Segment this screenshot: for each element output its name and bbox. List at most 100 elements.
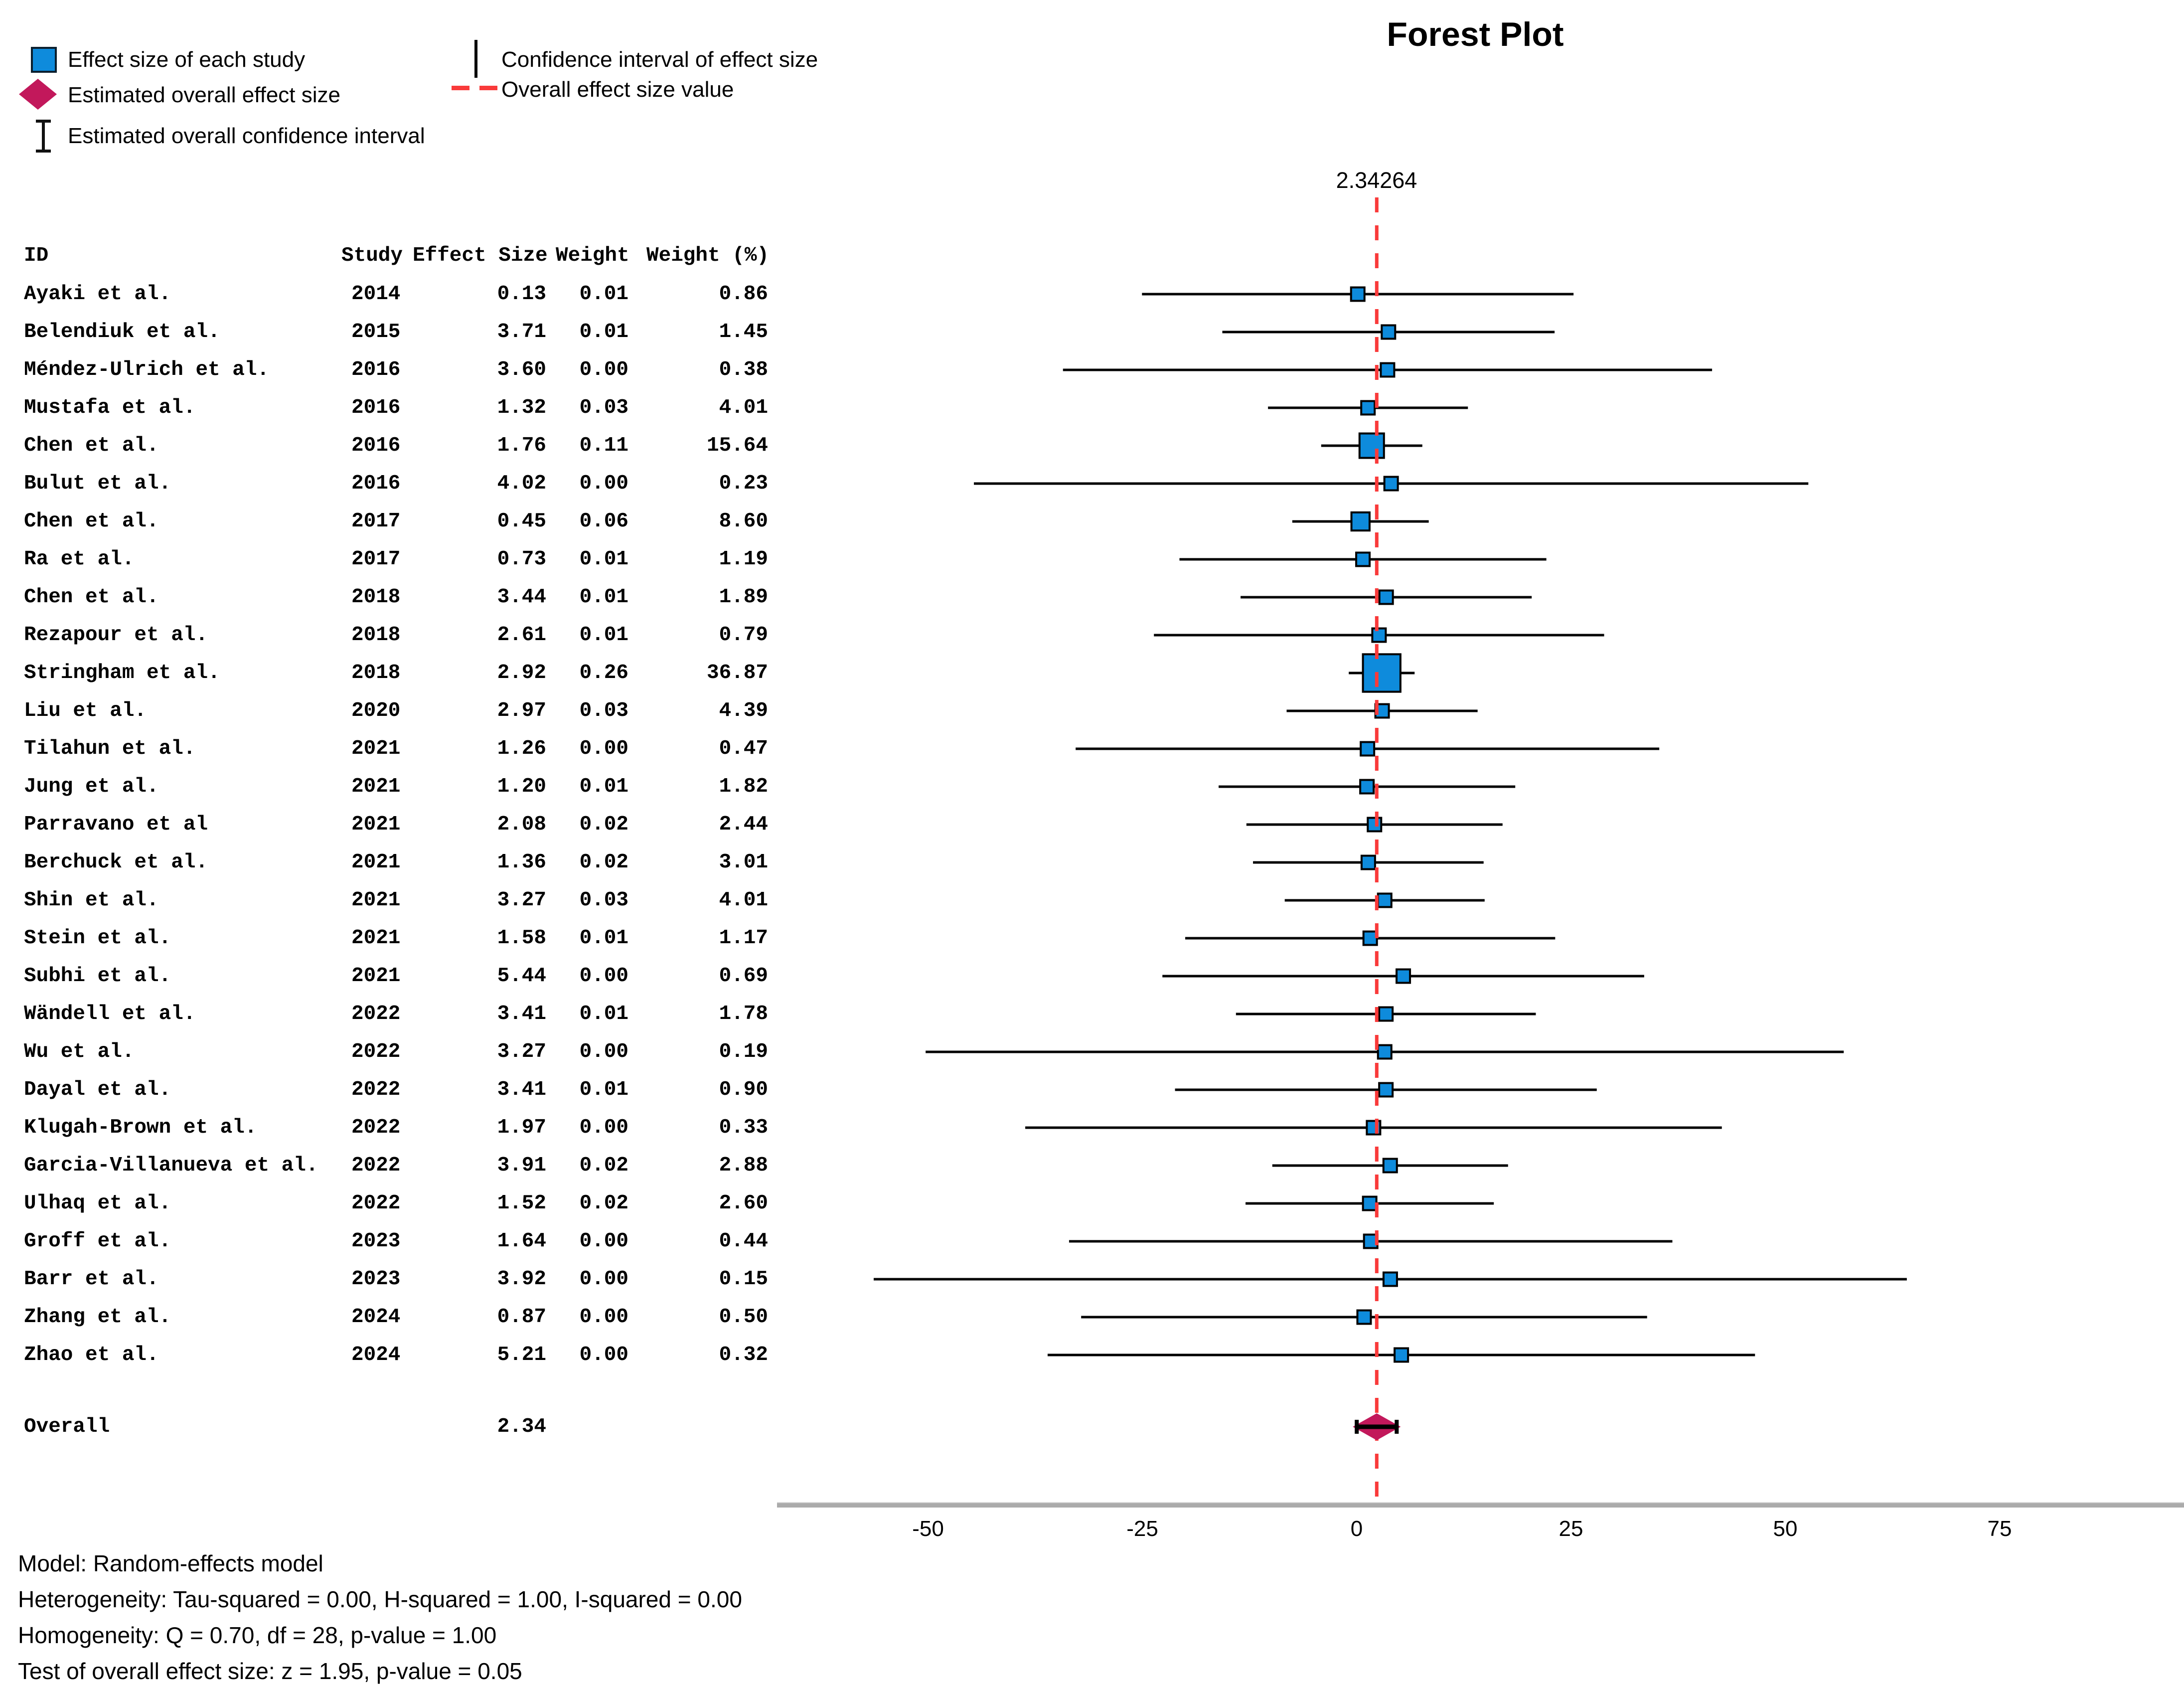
x-axis-tick-label: 25	[1559, 1517, 1583, 1541]
overall-effect-diamond-icon	[19, 79, 57, 110]
effect-size-cell: 3.91	[497, 1154, 546, 1177]
study-marker	[1382, 1158, 1398, 1174]
weight-cell: 0.00	[579, 1306, 628, 1329]
study-id-cell: Méndez-Ulrich et al.	[24, 358, 270, 381]
overall-ci-error-bar-icon	[36, 120, 51, 153]
study-year-cell: 2022	[351, 1078, 401, 1101]
study-id-cell: Klugah-Brown et al.	[24, 1116, 257, 1139]
weight-pct-cell: 0.23	[719, 472, 768, 495]
weight-cell: 0.11	[579, 434, 628, 457]
weight-pct-cell: 1.89	[719, 586, 768, 609]
weight-pct-cell: 1.17	[719, 927, 768, 950]
study-marker	[1377, 892, 1393, 908]
effect-size-cell: 1.36	[497, 851, 546, 874]
study-year-cell: 2022	[351, 1192, 401, 1215]
page-title: Forest Plot	[1387, 15, 1564, 53]
effect-size-cell: 3.27	[497, 1040, 546, 1063]
study-marker	[1378, 1006, 1394, 1022]
study-id-cell: Ayaki et al.	[24, 283, 171, 306]
effect-size-cell: 3.60	[497, 358, 546, 381]
overall-test-line: Test of overall effect size: z = 1.95, p…	[18, 1658, 522, 1684]
weight-pct-cell: 15.64	[706, 434, 768, 457]
col-header-weight: Weight	[556, 244, 629, 267]
x-axis-line	[777, 1502, 2184, 1503]
study-id-cell: Stein et al.	[24, 927, 171, 950]
effect-size-cell: 2.92	[497, 662, 546, 684]
study-id-cell: Mustafa et al.	[24, 396, 196, 419]
study-year-cell: 2021	[351, 965, 401, 988]
study-year-cell: 2024	[351, 1306, 401, 1329]
study-id-cell: Subhi et al.	[24, 965, 171, 988]
study-marker	[1350, 286, 1366, 302]
effect-size-cell: 0.45	[497, 510, 546, 533]
study-year-cell: 2023	[351, 1230, 401, 1253]
weight-pct-cell: 1.82	[719, 775, 768, 798]
study-marker	[1362, 653, 1402, 693]
study-year-cell: 2014	[351, 283, 401, 306]
effect-size-cell: 0.73	[497, 548, 546, 571]
study-marker	[1360, 400, 1376, 416]
effect-size-cell: 1.32	[497, 396, 546, 419]
study-id-cell: Liu et al.	[24, 699, 147, 722]
study-marker	[1355, 551, 1371, 567]
study-year-cell: 2020	[351, 699, 401, 722]
study-marker	[1378, 589, 1394, 605]
study-marker	[1396, 968, 1411, 984]
study-year-cell: 2018	[351, 662, 401, 684]
study-year-cell: 2015	[351, 321, 401, 343]
study-id-cell: Groff et al.	[24, 1230, 171, 1253]
study-id-cell: Bulut et al.	[24, 472, 171, 495]
study-year-cell: 2016	[351, 396, 401, 419]
study-year-cell: 2021	[351, 813, 401, 836]
effect-size-cell: 0.87	[497, 1306, 546, 1329]
col-header-effect-size: Effect Size	[413, 244, 548, 267]
effect-size-cell: 5.44	[497, 965, 546, 988]
col-header-study: Study	[341, 244, 403, 267]
study-year-cell: 2021	[351, 737, 401, 760]
study-marker	[1383, 476, 1399, 492]
study-year-cell: 2021	[351, 889, 401, 912]
dashed-line-icon	[452, 86, 497, 90]
weight-pct-cell: 0.15	[719, 1268, 768, 1291]
effect-size-cell: 1.64	[497, 1230, 546, 1253]
study-marker	[1381, 324, 1397, 340]
weight-cell: 0.01	[579, 548, 628, 571]
legend-label-overall-effect: Estimated overall effect size	[68, 83, 340, 107]
study-id-cell: Jung et al.	[24, 775, 159, 798]
study-id-cell: Tilahun et al.	[24, 737, 196, 760]
weight-cell: 0.01	[579, 1003, 628, 1025]
effect-size-cell: 0.13	[497, 283, 546, 306]
weight-pct-cell: 1.78	[719, 1003, 768, 1025]
weight-cell: 0.02	[579, 1192, 628, 1215]
study-marker	[1382, 1271, 1398, 1287]
study-year-cell: 2018	[351, 624, 401, 647]
weight-cell: 0.01	[579, 775, 628, 798]
study-marker	[1380, 362, 1396, 378]
study-year-cell: 2023	[351, 1268, 401, 1291]
weight-cell: 0.00	[579, 1230, 628, 1253]
study-year-cell: 2024	[351, 1344, 401, 1366]
x-axis-tick-label: -25	[1126, 1517, 1158, 1541]
x-axis-tick-label: 75	[1987, 1517, 2012, 1541]
study-marker	[1359, 779, 1375, 795]
heterogeneity-line: Heterogeneity: Tau-squared = 0.00, H-squ…	[18, 1586, 742, 1612]
legend-label-ci-line: Confidence interval of effect size	[501, 47, 818, 72]
overall-row-effect: 2.34	[497, 1415, 546, 1438]
overall-line-label: 2.34264	[1336, 168, 1417, 193]
effect-size-cell: 2.97	[497, 699, 546, 722]
weight-pct-cell: 2.44	[719, 813, 768, 836]
study-year-cell: 2017	[351, 548, 401, 571]
weight-cell: 0.03	[579, 699, 628, 722]
weight-cell: 0.01	[579, 624, 628, 647]
study-id-cell: Zhang et al.	[24, 1306, 171, 1329]
weight-cell: 0.00	[579, 1116, 628, 1139]
study-id-cell: Zhao et al.	[24, 1344, 159, 1366]
study-id-cell: Rezapour et al.	[24, 624, 208, 647]
weight-cell: 0.03	[579, 889, 628, 912]
weight-cell: 0.01	[579, 321, 628, 343]
study-year-cell: 2022	[351, 1154, 401, 1177]
weight-cell: 0.02	[579, 1154, 628, 1177]
effect-size-cell: 1.52	[497, 1192, 546, 1215]
study-id-cell: Stringham et al.	[24, 662, 220, 684]
